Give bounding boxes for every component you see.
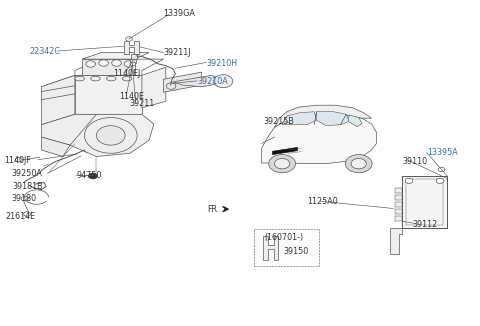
Polygon shape — [131, 59, 136, 63]
Circle shape — [112, 60, 121, 66]
Polygon shape — [142, 67, 166, 108]
Text: 1140EJ: 1140EJ — [114, 69, 141, 78]
Polygon shape — [395, 216, 402, 221]
Polygon shape — [63, 114, 154, 156]
Circle shape — [269, 155, 296, 173]
Text: 1140E: 1140E — [120, 92, 144, 101]
Text: 39110: 39110 — [403, 157, 428, 166]
Text: 39250A: 39250A — [11, 169, 42, 178]
Circle shape — [99, 60, 108, 66]
Circle shape — [436, 178, 444, 184]
Ellipse shape — [107, 76, 116, 81]
Text: (160701-): (160701-) — [264, 232, 303, 242]
Polygon shape — [124, 41, 140, 54]
Polygon shape — [131, 54, 137, 59]
Polygon shape — [402, 176, 447, 228]
Polygon shape — [75, 59, 163, 83]
Text: 22342C: 22342C — [29, 47, 60, 55]
Circle shape — [351, 158, 366, 169]
Polygon shape — [41, 75, 142, 87]
Polygon shape — [395, 202, 402, 207]
Circle shape — [438, 167, 445, 172]
Polygon shape — [395, 209, 402, 214]
Polygon shape — [395, 188, 402, 193]
Text: 39112: 39112 — [412, 219, 438, 229]
Ellipse shape — [75, 76, 84, 81]
Circle shape — [21, 197, 28, 201]
Circle shape — [96, 126, 125, 145]
Text: 21614E: 21614E — [5, 212, 36, 221]
Text: 1125A0: 1125A0 — [307, 198, 338, 206]
Polygon shape — [163, 72, 202, 92]
Polygon shape — [273, 147, 298, 155]
Polygon shape — [348, 115, 362, 126]
Text: 39211: 39211 — [130, 99, 155, 108]
Circle shape — [86, 61, 96, 67]
Polygon shape — [282, 112, 317, 125]
Text: FR.: FR. — [207, 205, 220, 214]
Ellipse shape — [122, 76, 132, 81]
Circle shape — [89, 173, 97, 179]
Text: 94750: 94750 — [76, 171, 102, 180]
Polygon shape — [82, 52, 149, 59]
Text: 13395A: 13395A — [427, 148, 457, 157]
Circle shape — [130, 62, 136, 66]
Text: 39215B: 39215B — [263, 117, 294, 126]
Circle shape — [15, 157, 22, 162]
Text: 39150: 39150 — [283, 247, 308, 256]
Circle shape — [345, 155, 372, 173]
Text: 39210A: 39210A — [197, 77, 228, 86]
Polygon shape — [275, 105, 372, 127]
Circle shape — [405, 178, 413, 184]
Polygon shape — [41, 137, 70, 156]
Text: 39181B: 39181B — [12, 182, 43, 191]
Circle shape — [24, 212, 30, 216]
Text: 1140JF: 1140JF — [4, 156, 31, 165]
Polygon shape — [82, 59, 135, 75]
Text: 39211J: 39211J — [163, 48, 191, 57]
Polygon shape — [173, 75, 230, 87]
Text: 39210H: 39210H — [206, 59, 238, 67]
Circle shape — [166, 83, 176, 89]
Polygon shape — [41, 75, 75, 125]
Bar — [254, 229, 319, 266]
Polygon shape — [75, 75, 142, 114]
Circle shape — [214, 75, 233, 88]
Circle shape — [84, 118, 137, 153]
Ellipse shape — [91, 76, 100, 81]
Text: 1339GA: 1339GA — [163, 8, 195, 18]
Polygon shape — [262, 114, 376, 164]
Polygon shape — [395, 195, 402, 200]
Polygon shape — [41, 114, 96, 145]
Circle shape — [275, 158, 290, 169]
Text: 39180: 39180 — [11, 194, 36, 203]
Circle shape — [126, 37, 132, 41]
Circle shape — [124, 61, 134, 67]
Polygon shape — [317, 112, 349, 126]
Polygon shape — [263, 236, 278, 260]
Polygon shape — [390, 228, 402, 254]
